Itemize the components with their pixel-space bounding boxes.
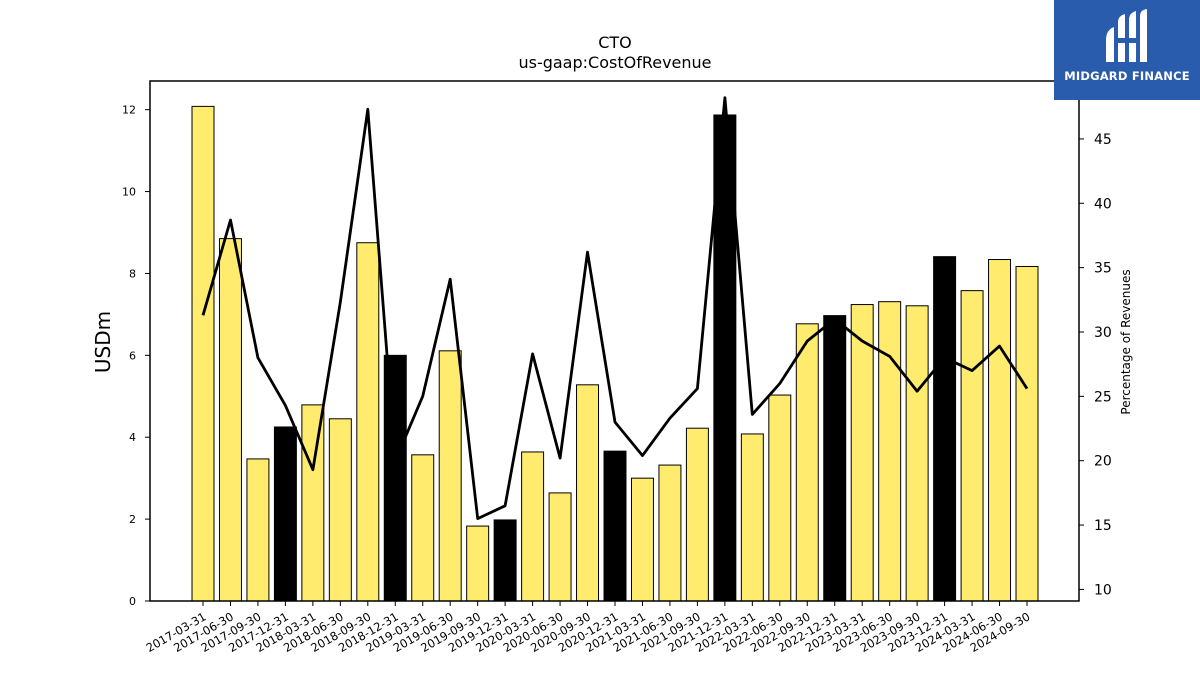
bar-2021-03-31 — [630, 477, 654, 602]
y-tick-label: 10 — [122, 186, 136, 199]
bar-2019-09-30 — [466, 525, 490, 602]
bar-2023-06-30 — [878, 301, 902, 602]
bar-2020-06-30 — [548, 492, 572, 602]
bar-2024-06-30 — [988, 259, 1012, 602]
y2-tick-label: 30 — [1094, 325, 1112, 341]
bar-series — [191, 105, 1039, 602]
bar-2017-03-31 — [191, 105, 215, 602]
bar-2020-03-31 — [521, 451, 545, 602]
bar-2024-09-30 — [1015, 265, 1039, 602]
bar-2019-12-31 — [493, 519, 517, 602]
y2-tick-label: 15 — [1094, 518, 1112, 534]
bar-2019-06-30 — [438, 350, 462, 602]
y-axis-label: USDm — [91, 311, 115, 373]
bar-2021-06-30 — [658, 464, 682, 602]
percentage-line — [201, 96, 1029, 520]
x-axis: 2017-03-312017-06-302017-09-302017-12-31… — [144, 601, 1033, 655]
bar-2019-03-31 — [411, 454, 435, 602]
bar-2020-09-30 — [576, 384, 600, 602]
bar-2018-12-31 — [383, 354, 407, 602]
y2-tick-label: 35 — [1094, 261, 1112, 277]
bar-2023-12-31 — [933, 256, 957, 602]
y-tick-label: 2 — [129, 513, 136, 526]
logo-text: MIDGARD FINANCE — [1064, 69, 1190, 83]
bar-2017-09-30 — [246, 458, 270, 602]
y2-tick-label: 25 — [1094, 389, 1112, 405]
bar-2017-12-31 — [273, 426, 297, 602]
midgard-finance-logo: MIDGARD FINANCE — [1054, 0, 1200, 100]
line-series — [201, 96, 1029, 520]
y-tick-label: 4 — [129, 431, 136, 444]
bar-2017-06-30 — [218, 238, 242, 602]
bar-2023-09-30 — [905, 305, 929, 602]
right-axis: 10 15 20 25 30 35 40 45 — [1079, 132, 1112, 598]
y2-tick-label: 40 — [1094, 196, 1112, 212]
bar-2021-09-30 — [685, 427, 709, 602]
bar-2022-03-31 — [740, 433, 764, 602]
bar-2020-12-31 — [603, 450, 627, 602]
bar-2018-09-30 — [356, 242, 380, 602]
bar-2022-12-31 — [823, 315, 847, 602]
left-axis: 0 2 4 6 8 10 12 — [122, 104, 150, 608]
bar-2024-03-31 — [960, 290, 984, 602]
bar-2018-06-30 — [328, 418, 352, 602]
bar-2022-09-30 — [795, 323, 819, 602]
y-tick-label: 0 — [129, 595, 136, 608]
bar-2023-03-31 — [850, 304, 874, 602]
y2-tick-label: 45 — [1094, 132, 1112, 148]
chart-title: CTO — [598, 33, 632, 52]
y-tick-label: 8 — [129, 267, 136, 280]
chart-subtitle: us-gaap:CostOfRevenue — [518, 53, 711, 72]
y-tick-label: 6 — [129, 349, 136, 362]
midgard-logo-mark-icon — [1106, 9, 1147, 62]
bar-2018-03-31 — [301, 404, 325, 602]
y2-axis-label: Percentage of Revenues — [1119, 269, 1133, 414]
y-tick-label: 12 — [122, 104, 136, 117]
y2-tick-label: 20 — [1094, 454, 1112, 470]
y2-tick-label: 10 — [1094, 582, 1112, 598]
bar-2022-06-30 — [768, 394, 792, 602]
